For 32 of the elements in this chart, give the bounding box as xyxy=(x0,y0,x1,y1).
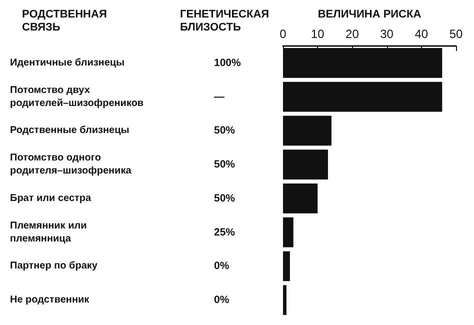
y2-tick-label: 50% xyxy=(214,192,236,204)
x2-tick-label: 30 xyxy=(380,27,394,41)
y-tick-label: Не родственник xyxy=(10,294,90,306)
y2-tick-label: 50% xyxy=(214,124,236,137)
y-tick-label: Партнер по браку xyxy=(10,260,98,272)
bar xyxy=(283,285,286,315)
y2-tick-label: — xyxy=(214,90,225,103)
y2-tick-label: 100% xyxy=(214,56,242,69)
x2-axis-title: ВЕЛИЧИНА РИСКА xyxy=(318,8,422,20)
y-tick-label: Идентичные близнецы xyxy=(10,57,125,68)
y-tick-label: Брат или сестра xyxy=(10,192,92,204)
y2-tick-label: 50% xyxy=(214,158,236,171)
bar xyxy=(283,82,442,112)
x2-tick-label: 40 xyxy=(414,27,428,41)
y2-tick-label: 25% xyxy=(214,226,236,238)
bar xyxy=(283,116,332,146)
bar xyxy=(283,217,294,248)
bar xyxy=(283,150,328,180)
x2-tick-label: 20 xyxy=(346,27,360,41)
y2-tick-label: 0% xyxy=(214,294,230,306)
y-tick-label: Племянник или племянница xyxy=(10,220,90,244)
y2-tick-label: 0% xyxy=(214,260,230,272)
bar xyxy=(283,184,318,214)
y-axis-title: РОДСТВЕННАЯ СВЯЗЬ xyxy=(22,8,110,34)
y-tick-label: Родственные близнецы xyxy=(10,125,130,136)
y-tick-label: Потомство одного родителя–шизофреника xyxy=(10,152,132,177)
x2-tick-label: 0 xyxy=(280,27,287,41)
y-tick-label: Потомство двух родителей–шизофреников xyxy=(10,84,144,109)
x2-tick-label: 10 xyxy=(310,27,325,41)
x2-tick-label: 50 xyxy=(449,27,463,41)
bar xyxy=(283,251,290,282)
y2-axis-title: ГЕНЕТИЧЕСКАЯ БЛИЗОСТЬ xyxy=(180,8,272,34)
